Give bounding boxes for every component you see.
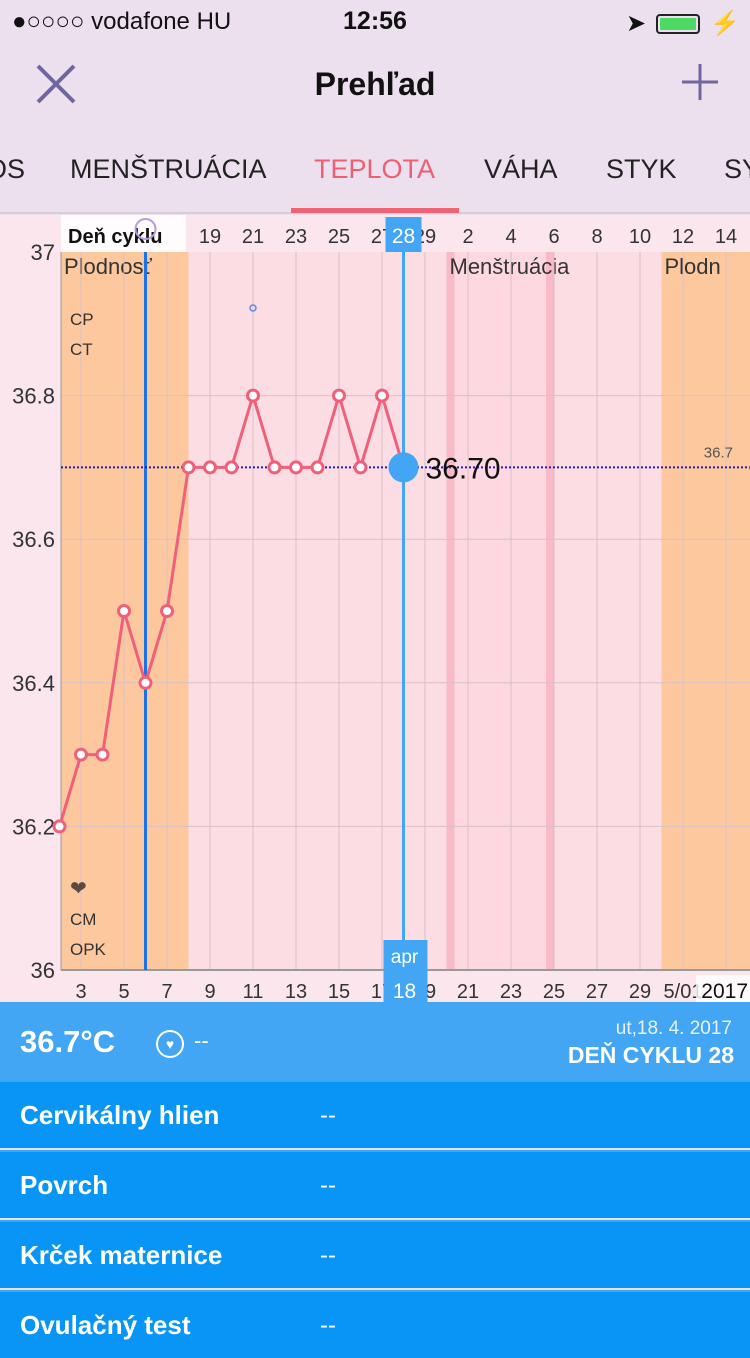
status-bar: ●○○○○ vodafone HU 12:56 ➤⚡ bbox=[0, 0, 750, 40]
top-axis-title: Deň cyklu bbox=[68, 226, 162, 248]
tab-weight[interactable]: VÁHA bbox=[484, 154, 558, 185]
menstruation-band bbox=[447, 252, 555, 970]
bottom-tick-label: 29 bbox=[629, 981, 651, 1002]
data-point[interactable] bbox=[248, 390, 259, 401]
data-point[interactable] bbox=[355, 462, 366, 473]
tab-os[interactable]: OS bbox=[0, 154, 25, 185]
tab-menstruation[interactable]: MENŠTRUÁCIA bbox=[70, 154, 267, 185]
y-tick-label: 36.2 bbox=[12, 814, 55, 839]
detail-row-ovulation-test[interactable]: Ovulačný test -- bbox=[0, 1290, 750, 1358]
top-tick-label: 4 bbox=[505, 226, 516, 248]
data-point[interactable] bbox=[54, 821, 65, 832]
data-point[interactable] bbox=[377, 390, 388, 401]
band-label: Plodnosť bbox=[64, 254, 153, 279]
top-tick-label: 6 bbox=[548, 226, 559, 248]
menstruation-band-edge bbox=[447, 252, 455, 970]
bottom-tick-label: 3 bbox=[75, 981, 86, 1002]
band-label: Plodn bbox=[665, 254, 721, 279]
y-tick-label: 36.4 bbox=[12, 671, 55, 696]
bottom-tick-label: 27 bbox=[586, 981, 608, 1002]
data-point[interactable] bbox=[312, 462, 323, 473]
data-point[interactable] bbox=[76, 749, 87, 760]
selected-date: ut,18. 4. 2017 bbox=[616, 1018, 732, 1040]
data-point[interactable] bbox=[291, 462, 302, 473]
y-tick-label: 37 bbox=[31, 240, 55, 265]
reference-line-label: 36.7 bbox=[704, 444, 733, 461]
heart-icon[interactable]: ♥ bbox=[156, 1030, 184, 1058]
cycle-day: DEŇ CYKLU 28 bbox=[568, 1042, 734, 1069]
row-label: CP bbox=[70, 310, 94, 329]
bottom-tick-label: 9 bbox=[204, 981, 215, 1002]
row-label: CM bbox=[70, 910, 96, 929]
detail-row-cervix[interactable]: Krček maternice -- bbox=[0, 1220, 750, 1288]
detail-label: Krček maternice bbox=[20, 1240, 222, 1271]
bottom-tick-label: 7 bbox=[161, 981, 172, 1002]
detail-label: Cervikálny hlien bbox=[20, 1100, 219, 1131]
top-tick-label: 14 bbox=[715, 226, 737, 248]
active-tab-indicator bbox=[291, 208, 459, 213]
heart-icon: ❤ bbox=[70, 878, 87, 900]
bottom-tick-label: 23 bbox=[500, 981, 522, 1002]
fertile-band bbox=[662, 252, 750, 970]
selected-month: apr bbox=[391, 947, 419, 968]
detail-value: -- bbox=[320, 1102, 336, 1130]
temperature-value: 36.7°C bbox=[20, 1024, 115, 1060]
detail-label: Ovulačný test bbox=[20, 1310, 191, 1341]
tab-bar: OS MENŠTRUÁCIA TEPLOTA VÁHA STYK SY bbox=[0, 130, 750, 214]
data-point[interactable] bbox=[269, 462, 280, 473]
selected-date: 18 bbox=[393, 980, 416, 1002]
add-icon[interactable] bbox=[680, 62, 720, 102]
bottom-tick-label: 15 bbox=[328, 981, 350, 1002]
y-tick-label: 36.8 bbox=[12, 384, 55, 409]
charging-icon: ⚡ bbox=[710, 9, 740, 38]
row-label: CT bbox=[70, 340, 93, 359]
top-tick-label: 19 bbox=[199, 226, 221, 248]
tab-intercourse[interactable]: STYK bbox=[606, 154, 677, 185]
detail-row-surface[interactable]: Povrch -- bbox=[0, 1150, 750, 1218]
detail-value: -- bbox=[320, 1312, 336, 1340]
y-tick-label: 36 bbox=[31, 958, 55, 983]
bottom-tick-label: 11 bbox=[243, 981, 264, 1002]
detail-label: Povrch bbox=[20, 1170, 108, 1201]
top-tick-label: 8 bbox=[591, 226, 602, 248]
selected-data-point[interactable] bbox=[389, 452, 419, 482]
y-tick-label: 36.6 bbox=[12, 527, 55, 552]
page-title: Prehľad bbox=[0, 66, 750, 103]
top-tick-label: 23 bbox=[285, 226, 307, 248]
data-point[interactable] bbox=[97, 749, 108, 760]
top-tick-label: 25 bbox=[328, 226, 350, 248]
row-label: OPK bbox=[70, 940, 107, 959]
top-tick-label: 21 bbox=[242, 226, 264, 248]
top-tick-label: 12 bbox=[672, 226, 694, 248]
data-point[interactable] bbox=[334, 390, 345, 401]
selected-cycle-day: 28 bbox=[392, 225, 415, 248]
top-tick-label: 10 bbox=[629, 226, 651, 248]
tab-temperature[interactable]: TEPLOTA bbox=[314, 154, 435, 185]
detail-value: -- bbox=[320, 1242, 336, 1270]
tab-symptoms[interactable]: SY bbox=[724, 154, 750, 185]
detail-row-cervical-mucus[interactable]: Cervikálny hlien -- bbox=[0, 1080, 750, 1148]
bottom-tick-label: 21 bbox=[457, 981, 479, 1002]
year-label: 2017 bbox=[701, 980, 748, 1002]
battery-icon bbox=[656, 14, 700, 34]
selected-value-label: 36.70 bbox=[426, 452, 501, 485]
bottom-tick-label: 13 bbox=[285, 981, 307, 1002]
nav-bar: Prehľad bbox=[0, 40, 750, 130]
detail-value: -- bbox=[320, 1172, 336, 1200]
data-point[interactable] bbox=[226, 462, 237, 473]
data-point[interactable] bbox=[183, 462, 194, 473]
menstruation-band-edge bbox=[546, 252, 554, 970]
bottom-tick-label: 5 bbox=[118, 981, 129, 1002]
data-point[interactable] bbox=[162, 606, 173, 617]
data-point[interactable] bbox=[140, 677, 151, 688]
bottom-tick-label: 25 bbox=[543, 981, 565, 1002]
summary-bar: 36.7°C ♥ -- ut,18. 4. 2017 DEŇ CYKLU 28 bbox=[0, 1002, 750, 1080]
heart-value: -- bbox=[194, 1028, 209, 1054]
data-point[interactable] bbox=[119, 606, 130, 617]
location-icon: ➤ bbox=[626, 9, 646, 38]
top-tick-label: 2 bbox=[462, 226, 473, 248]
data-point[interactable] bbox=[205, 462, 216, 473]
